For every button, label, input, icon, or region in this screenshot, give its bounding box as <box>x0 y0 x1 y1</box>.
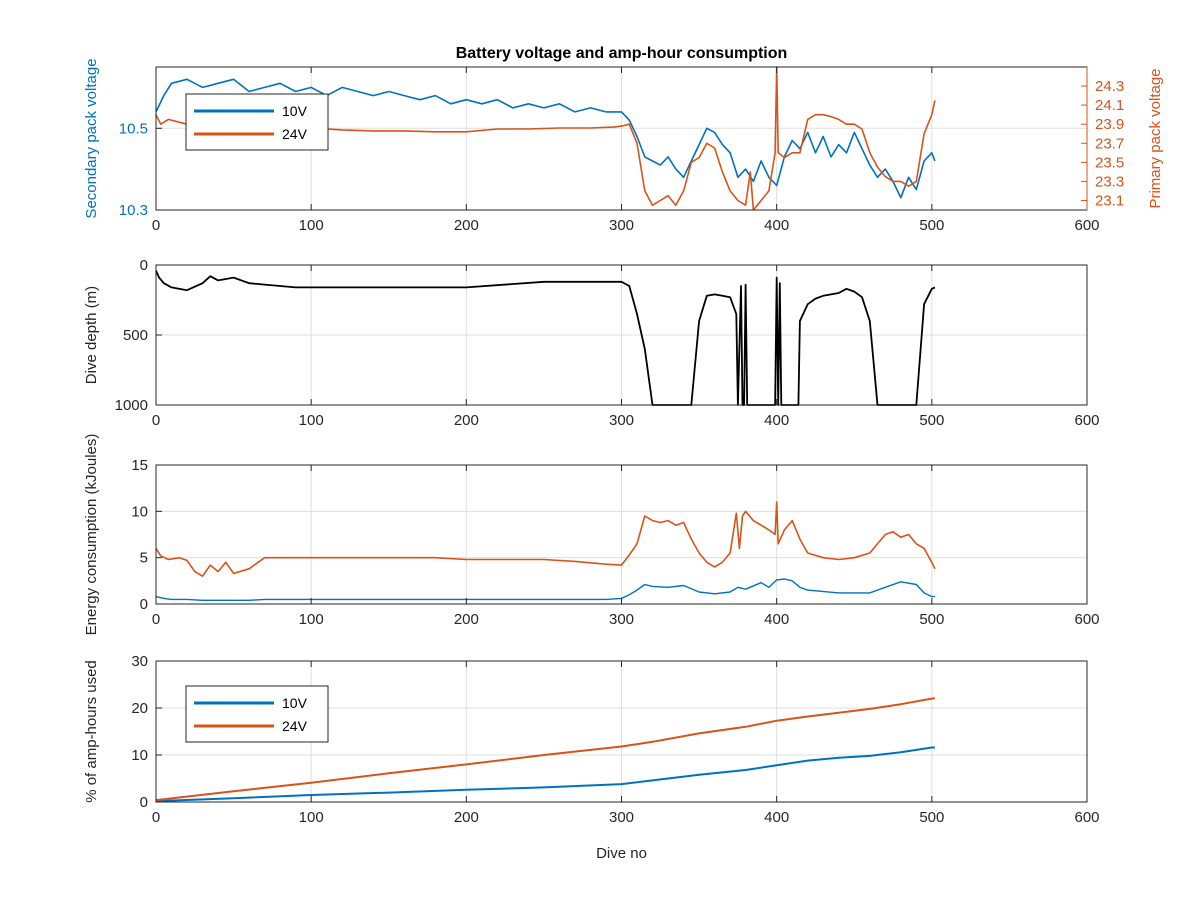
legend-label-10v: 10V <box>282 695 308 711</box>
chart-panel-2: 0 100 200 300 400 500 600 0 500 1000 Dive depth (m… <box>83 257 1100 429</box>
y-tick-label: 5 <box>140 550 148 567</box>
chart-panel-4: 0 100 200 300 400 500 600 0 10 20 30 % of amp-hours… <box>83 653 1100 862</box>
x-tick-label: 0 <box>152 217 160 234</box>
y-right-tick-label: 23.5 <box>1095 154 1124 171</box>
y-right-tick-label: 23.1 <box>1095 192 1124 209</box>
x-tick-label: 400 <box>764 611 789 628</box>
y-right-tick-label: 23.3 <box>1095 173 1124 190</box>
x-tick-label: 100 <box>299 809 324 826</box>
x-tick-label: 400 <box>764 809 789 826</box>
x-tick-label: 0 <box>152 809 160 826</box>
legend-label-10v: 10V <box>282 103 308 119</box>
y-axis-label: % of amp-hours used <box>83 660 100 803</box>
chart-panel-3: 0 100 200 300 400 500 600 0 5 10 15 Energy consumpt… <box>83 434 1100 636</box>
x-tick-label: 500 <box>919 412 944 429</box>
y-tick-label: 10.3 <box>119 202 148 219</box>
x-tick-label: 100 <box>299 412 324 429</box>
x-tick-label: 500 <box>919 809 944 826</box>
y-tick-label: 0 <box>140 596 148 613</box>
series-line-depth <box>155 501 936 578</box>
y-tick-label: 0 <box>140 257 148 274</box>
y-right-tick-label: 23.7 <box>1095 135 1124 152</box>
y-tick-label: 10 <box>131 747 148 764</box>
chart-title: Battery voltage and amp-hour consumption <box>456 45 788 62</box>
y-right-tick-label: 24.3 <box>1095 78 1124 95</box>
x-tick-label: 0 <box>152 412 160 429</box>
y-tick-label: 1000 <box>115 397 148 414</box>
series-line-24v <box>155 66 936 211</box>
x-tick-label: 0 <box>152 611 160 628</box>
y-axis-label: Secondary pack voltage <box>83 58 100 218</box>
series-line-depth <box>155 270 936 406</box>
x-tick-label: 300 <box>609 611 634 628</box>
y-tick-label: 10.5 <box>119 120 148 137</box>
x-tick-label: 300 <box>609 217 634 234</box>
x-tick-label: 200 <box>454 412 479 429</box>
x-tick-label: 300 <box>609 809 634 826</box>
y-tick-label: 500 <box>123 327 148 344</box>
y-axis-label: Energy consumption (kJoules) <box>83 434 100 636</box>
x-tick-label: 200 <box>454 611 479 628</box>
x-tick-label: 100 <box>299 611 324 628</box>
y-tick-label: 10 <box>131 503 148 520</box>
legend-label-24v: 24V <box>282 126 308 142</box>
y-right-tick-label: 23.9 <box>1095 116 1124 133</box>
y-right-tick-label: 24.1 <box>1095 97 1124 114</box>
x-tick-label: 100 <box>299 217 324 234</box>
x-tick-label: 600 <box>1074 217 1099 234</box>
x-tick-label: 600 <box>1074 412 1099 429</box>
x-tick-label: 300 <box>609 412 634 429</box>
x-tick-label: 400 <box>764 217 789 234</box>
series-line-depth <box>155 578 935 601</box>
x-tick-label: 200 <box>454 217 479 234</box>
legend-label-24v: 24V <box>282 718 308 734</box>
y-tick-label: 0 <box>140 794 148 811</box>
y-axis-label-right: Primary pack voltage <box>1147 68 1164 208</box>
x-tick-label: 400 <box>764 412 789 429</box>
y-tick-label: 30 <box>131 653 148 670</box>
y-tick-label: 20 <box>131 700 148 717</box>
x-tick-label: 500 <box>919 611 944 628</box>
x-tick-label: 500 <box>919 217 944 234</box>
x-tick-label: 600 <box>1074 611 1099 628</box>
y-axis-label: Dive depth (m) <box>83 286 100 384</box>
x-tick-label: 200 <box>454 809 479 826</box>
legend-box <box>185 93 329 151</box>
series-line-24v <box>155 697 936 802</box>
chart-panel-1: 0 100 200 300 400 500 600 10.3 10.5 23.1 23.3 23.5 2… <box>83 45 1164 234</box>
x-tick-label: 600 <box>1074 809 1099 826</box>
y-tick-label: 15 <box>131 457 148 474</box>
series-line-10v <box>155 746 935 803</box>
legend-box <box>185 685 329 743</box>
x-axis-label: Dive no <box>596 845 647 862</box>
